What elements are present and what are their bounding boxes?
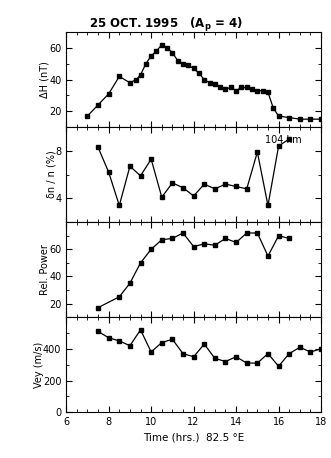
Text: 25 OCT. 1995   ($\mathregular{A_p}$ = 4): 25 OCT. 1995 ($\mathregular{A_p}$ = 4) <box>88 16 243 34</box>
X-axis label: Time (hrs.)  82.5 °E: Time (hrs.) 82.5 °E <box>143 433 244 442</box>
Y-axis label: δn / n (%): δn / n (%) <box>46 151 56 198</box>
Y-axis label: Vey (m/s): Vey (m/s) <box>34 342 44 388</box>
Y-axis label: ΔH (nT): ΔH (nT) <box>40 61 50 98</box>
Text: 104 km: 104 km <box>265 135 302 145</box>
Y-axis label: Rel. Power: Rel. Power <box>40 244 50 295</box>
